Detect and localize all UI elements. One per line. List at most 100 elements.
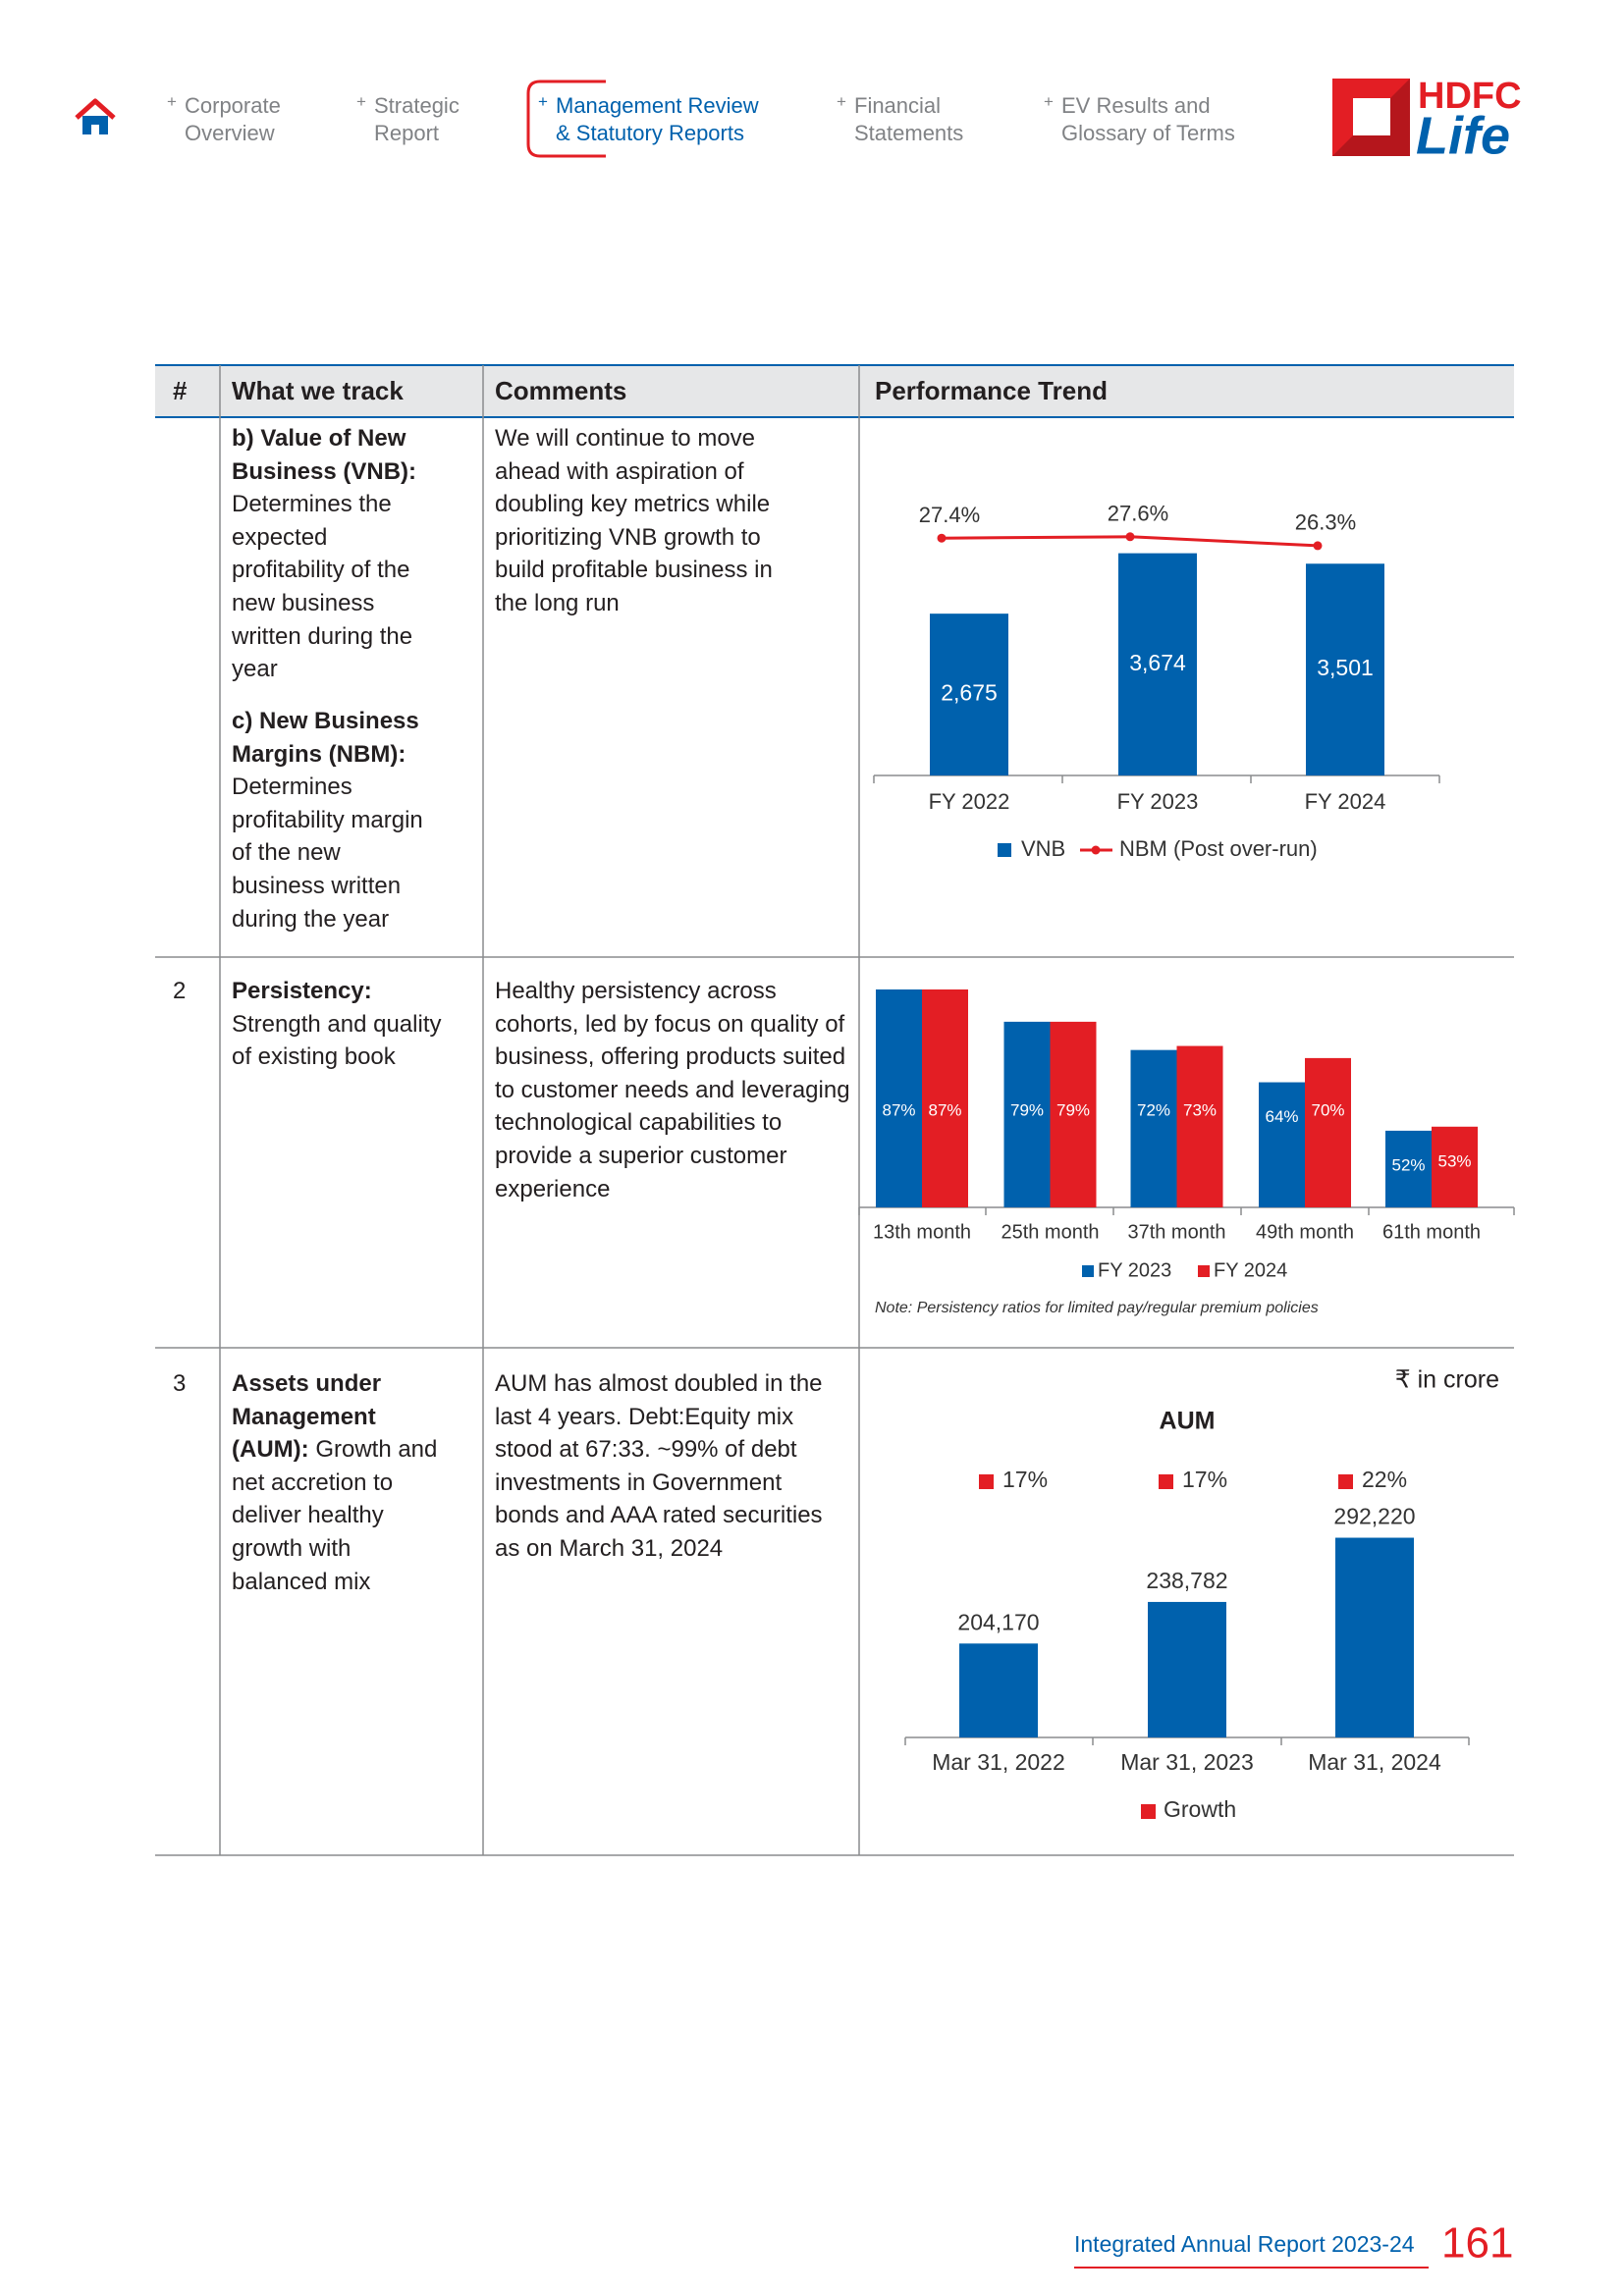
bar — [959, 1643, 1038, 1737]
bar — [1050, 1021, 1097, 1207]
nav-item[interactable]: Glossary of Terms — [1061, 121, 1235, 145]
legend-swatch — [1141, 1804, 1156, 1819]
x-tick-label: Mar 31, 2022 — [932, 1749, 1065, 1775]
bar — [1259, 1082, 1305, 1207]
track-text: Determines the expected profitability of… — [232, 491, 413, 683]
bar — [1335, 1537, 1414, 1737]
legend-label: VNB — [1021, 836, 1065, 861]
nav-item[interactable]: Report — [374, 121, 440, 145]
home-icon[interactable] — [75, 98, 116, 134]
growth-label: 17% — [1002, 1467, 1048, 1492]
track-title: Persistency: — [232, 978, 372, 1004]
x-tick-label: FY 2024 — [1305, 789, 1386, 814]
table-header-bg — [155, 365, 1514, 417]
bar — [1118, 553, 1197, 775]
x-tick-label: FY 2022 — [929, 789, 1010, 814]
growth-label: 22% — [1362, 1467, 1407, 1492]
bar — [1385, 1130, 1432, 1207]
legend-label: FY 2023 — [1098, 1259, 1171, 1281]
bar — [1432, 1126, 1478, 1207]
table-header: What we track — [232, 376, 404, 405]
logo-text: Life — [1416, 106, 1510, 165]
track-title: b) Value of New Business (VNB): — [232, 425, 417, 485]
nav-item[interactable]: & Statutory Reports — [556, 121, 744, 145]
bar-label: 238,782 — [1146, 1568, 1227, 1593]
track-text: Strength and quality of existing book — [232, 1010, 442, 1071]
bar — [922, 989, 968, 1207]
nav-item[interactable]: EV Results and — [1061, 93, 1211, 118]
growth-label: 17% — [1182, 1467, 1227, 1492]
page-number: 161 — [1441, 2219, 1513, 2268]
nav-marker: + — [1044, 92, 1054, 111]
track-item: b) Value of New Business (VNB): Determine… — [232, 422, 428, 686]
growth-marker — [1159, 1474, 1173, 1489]
line-label: 27.6% — [1108, 502, 1168, 526]
nav-item[interactable]: Statements — [854, 121, 964, 145]
bar-label: 204,170 — [957, 1609, 1039, 1634]
legend-swatch — [998, 843, 1011, 857]
table-header: Performance Trend — [875, 376, 1108, 405]
line-point — [1125, 532, 1135, 542]
bar-label: 292,220 — [1333, 1504, 1415, 1529]
bar-label: 3,501 — [1317, 655, 1374, 680]
track-item: Assets under Management (AUM): Growth an… — [232, 1367, 438, 1598]
comment: Healthy persistency across cohorts, led … — [495, 978, 850, 1202]
bar-label: 3,674 — [1129, 650, 1186, 675]
nav-item[interactable]: Financial — [854, 93, 942, 118]
nav-item[interactable]: Corporate — [185, 93, 281, 118]
track-text: Determines profitability margin of the n… — [232, 774, 423, 933]
unit-label: ₹ in crore — [1395, 1366, 1499, 1394]
bar-label: 73% — [1183, 1100, 1217, 1119]
bar-label: 87% — [882, 1100, 915, 1119]
nav-marker: + — [538, 92, 548, 111]
growth-marker — [1338, 1474, 1353, 1489]
table-header: # — [173, 376, 188, 405]
bar-label: 79% — [1010, 1100, 1044, 1119]
track-title: Assets under Management (AUM): — [232, 1370, 382, 1464]
logo-text: HDFC — [1418, 76, 1522, 117]
bar-label: 87% — [928, 1100, 961, 1119]
x-tick-label: FY 2023 — [1117, 789, 1199, 814]
x-tick-label: 13th month — [873, 1221, 971, 1243]
bar — [930, 614, 1008, 775]
bar — [1305, 1057, 1351, 1207]
x-tick-label: 49th month — [1256, 1221, 1354, 1243]
nav-item[interactable]: Strategic — [374, 93, 460, 118]
legend-swatch — [1198, 1265, 1210, 1277]
line-label: 27.4% — [919, 503, 980, 527]
nav-item[interactable]: Management Review — [556, 93, 759, 118]
bar-label: 52% — [1391, 1155, 1425, 1174]
x-tick-label: 37th month — [1127, 1221, 1225, 1243]
comment: AUM has almost doubled in the last 4 yea… — [495, 1370, 823, 1562]
line-point — [937, 533, 947, 543]
nav-marker: + — [837, 92, 846, 111]
legend-swatch — [1082, 1265, 1094, 1277]
bar-label: 64% — [1265, 1107, 1298, 1126]
table-header: Comments — [495, 376, 627, 405]
active-nav-frame — [526, 80, 606, 158]
bar-label: 72% — [1137, 1100, 1170, 1119]
x-tick-label: Mar 31, 2024 — [1308, 1749, 1441, 1775]
comment: We will continue to move ahead with aspi… — [495, 425, 773, 616]
chart-title: AUM — [1160, 1408, 1216, 1435]
nav-item[interactable]: Overview — [185, 121, 275, 145]
bar — [876, 989, 922, 1207]
nav-marker: + — [167, 92, 177, 111]
bar-label: 79% — [1056, 1100, 1090, 1119]
growth-marker — [979, 1474, 994, 1489]
legend-swatch — [1091, 845, 1101, 855]
track-title: c) New Business Margins (NBM): — [232, 708, 419, 768]
bar-label: 70% — [1311, 1100, 1344, 1119]
bar-label: 53% — [1437, 1151, 1471, 1170]
x-tick-label: Mar 31, 2023 — [1120, 1749, 1254, 1775]
legend-label: NBM (Post over-run) — [1119, 836, 1318, 861]
nav-marker: + — [356, 92, 366, 111]
x-tick-label: 25th month — [1001, 1221, 1099, 1243]
legend-label: Growth — [1164, 1796, 1236, 1822]
chart-note: Note: Persistency ratios for limited pay… — [875, 1300, 1319, 1316]
row-number: 3 — [173, 1370, 187, 1397]
track-item: Persistency: Strength and quality of exis… — [232, 975, 467, 1074]
bar — [1130, 1049, 1177, 1207]
row-number: 2 — [173, 978, 187, 1004]
bar — [1176, 1045, 1223, 1207]
